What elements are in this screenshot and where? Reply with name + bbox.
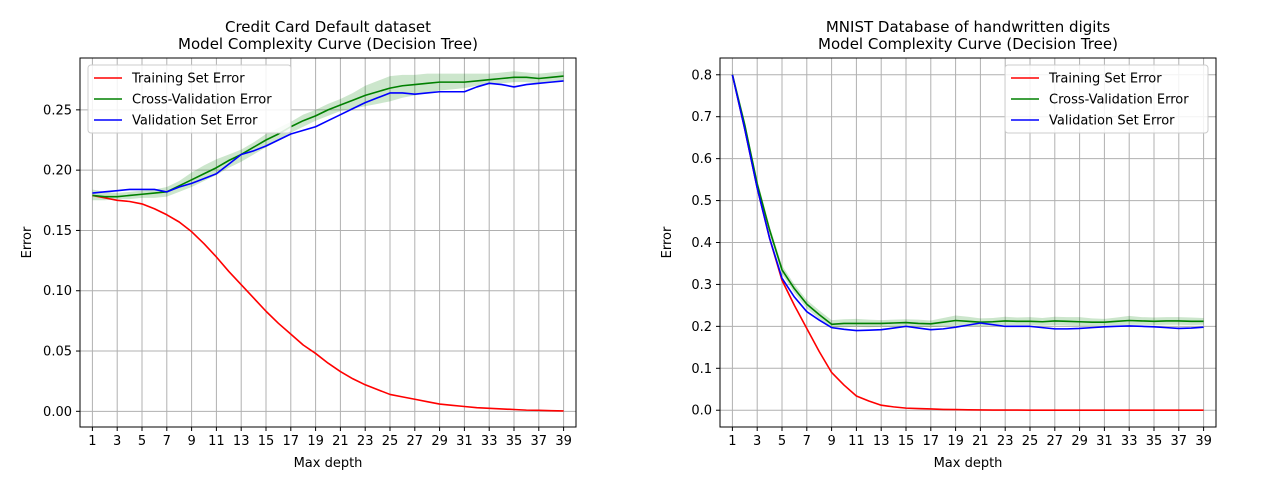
chart-title: MNIST Database of handwritten digits [826, 18, 1110, 36]
y-tick-label: 0.20 [43, 164, 72, 179]
x-tick-label: 35 [1146, 434, 1163, 449]
y-axis-label: Error [20, 226, 35, 258]
x-tick-label: 13 [233, 434, 250, 449]
x-tick-label: 21 [332, 434, 349, 449]
x-tick-label: 35 [506, 434, 523, 449]
y-tick-label: 0.15 [43, 224, 72, 239]
y-tick-label: 0.00 [43, 405, 72, 420]
x-tick-label: 25 [382, 434, 399, 449]
x-tick-label: 31 [1096, 434, 1113, 449]
chart-title: Credit Card Default dataset [225, 18, 431, 36]
x-tick-label: 9 [827, 434, 835, 449]
x-tick-label: 5 [778, 434, 786, 449]
x-tick-label: 19 [947, 434, 964, 449]
legend: Training Set Error Cross-Validation Error… [1005, 65, 1208, 133]
y-tick-label: 0.2 [691, 320, 712, 335]
x-tick-label: 27 [407, 434, 424, 449]
y-tick-label: 0.5 [691, 194, 712, 209]
legend-label: Validation Set Error [132, 114, 258, 129]
chart-subtitle: Model Complexity Curve (Decision Tree) [178, 35, 478, 53]
legend-label: Cross-Validation Error [1049, 93, 1189, 108]
y-tick-label: 0.05 [43, 345, 72, 360]
x-tick-label: 11 [848, 434, 865, 449]
y-tick-label: 0.25 [43, 103, 72, 118]
x-tick-label: 23 [357, 434, 374, 449]
x-tick-label: 7 [803, 434, 811, 449]
x-tick-label: 5 [138, 434, 146, 449]
y-tick-label: 0.0 [691, 404, 712, 419]
x-tick-label: 29 [1071, 434, 1088, 449]
x-axis-label: Max depth [934, 456, 1003, 471]
x-tick-label: 3 [113, 434, 121, 449]
x-tick-label: 33 [1121, 434, 1138, 449]
series-line-0 [92, 195, 563, 410]
x-tick-label: 21 [972, 434, 989, 449]
x-tick-label: 1 [728, 434, 736, 449]
x-tick-label: 39 [1195, 434, 1212, 449]
legend-label: Training Set Error [131, 72, 245, 87]
x-tick-label: 17 [283, 434, 300, 449]
x-tick-label: 37 [531, 434, 548, 449]
x-tick-label: 25 [1022, 434, 1039, 449]
y-tick-label: 0.4 [691, 236, 712, 251]
legend-label: Training Set Error [1048, 72, 1162, 87]
x-tick-label: 9 [187, 434, 195, 449]
x-tick-label: 31 [456, 434, 473, 449]
x-tick-label: 29 [431, 434, 448, 449]
x-axis-label: Max depth [294, 456, 363, 471]
y-axis-label: Error [660, 226, 675, 258]
x-tick-label: 3 [753, 434, 761, 449]
y-tick-label: 0.1 [691, 362, 712, 377]
x-tick-label: 27 [1047, 434, 1064, 449]
legend-label: Validation Set Error [1049, 114, 1175, 129]
x-tick-label: 19 [307, 434, 324, 449]
x-tick-label: 39 [555, 434, 572, 449]
x-tick-label: 15 [258, 434, 275, 449]
x-tick-label: 17 [923, 434, 940, 449]
x-tick-label: 33 [481, 434, 498, 449]
chart-subtitle: Model Complexity Curve (Decision Tree) [818, 35, 1118, 53]
y-tick-label: 0.8 [691, 68, 712, 83]
legend-label: Cross-Validation Error [132, 93, 272, 108]
x-tick-label: 15 [898, 434, 915, 449]
y-tick-label: 0.10 [43, 284, 72, 299]
legend: Training Set Error Cross-Validation Error… [88, 65, 291, 133]
x-tick-label: 7 [163, 434, 171, 449]
x-tick-label: 37 [1171, 434, 1188, 449]
y-tick-label: 0.3 [691, 278, 712, 293]
x-tick-label: 11 [208, 434, 225, 449]
y-tick-label: 0.6 [691, 152, 712, 167]
x-tick-label: 1 [88, 434, 96, 449]
y-tick-label: 0.7 [691, 110, 712, 125]
x-tick-label: 23 [997, 434, 1014, 449]
x-tick-label: 13 [873, 434, 890, 449]
